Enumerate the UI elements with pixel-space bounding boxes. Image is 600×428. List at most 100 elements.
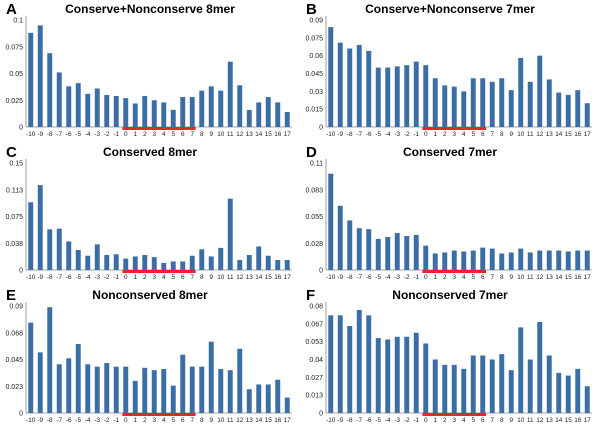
- bar: [575, 90, 581, 127]
- bar: [189, 255, 195, 270]
- bar: [347, 48, 353, 127]
- bar: [275, 379, 281, 413]
- x-tick-label: 13: [546, 131, 554, 138]
- x-tick-label: 17: [284, 417, 292, 424]
- x-tick-label: 6: [481, 131, 485, 138]
- bar: [237, 260, 243, 270]
- y-tick-label: 0.075: [5, 214, 23, 221]
- bar: [75, 344, 81, 413]
- x-tick-label: -3: [94, 131, 100, 138]
- x-tick-label: 12: [536, 274, 544, 281]
- bar: [356, 310, 362, 413]
- bar: [123, 98, 129, 127]
- x-tick-label: 5: [171, 274, 175, 281]
- y-tick-label: 0.15: [9, 161, 23, 168]
- bar: [413, 234, 419, 270]
- x-tick-label: -9: [37, 131, 43, 138]
- x-tick-label: -9: [37, 274, 43, 281]
- x-tick-label: 13: [546, 417, 554, 424]
- x-tick-label: -4: [385, 417, 391, 424]
- x-tick-label: -7: [56, 417, 62, 424]
- x-tick-label: -4: [385, 131, 391, 138]
- x-tick-label: 15: [565, 131, 573, 138]
- bar: [575, 250, 581, 270]
- x-tick-label: 3: [452, 417, 456, 424]
- bar: [161, 262, 167, 270]
- x-tick-label: -9: [337, 417, 343, 424]
- bar: [66, 86, 72, 127]
- bar: [328, 315, 334, 413]
- bar: [508, 370, 514, 413]
- x-tick-label: 3: [452, 274, 456, 281]
- y-tick-label: 0.038: [5, 241, 23, 248]
- x-tick-label: 0: [424, 131, 428, 138]
- bar: [328, 27, 334, 128]
- x-tick-label: 1: [433, 417, 437, 424]
- bar: [151, 370, 157, 413]
- bar: [442, 85, 448, 127]
- x-tick-label: -4: [85, 417, 91, 424]
- y-tick-label: 0.067: [305, 321, 323, 328]
- bar: [132, 103, 138, 127]
- bar: [461, 91, 467, 127]
- x-tick-label: 1: [133, 274, 137, 281]
- x-tick-label: -2: [104, 417, 110, 424]
- bar: [85, 255, 91, 270]
- bar: [480, 247, 486, 270]
- bar: [432, 359, 438, 413]
- chart-title: Nonconserved 7mer: [392, 288, 508, 302]
- bar: [189, 97, 195, 127]
- x-tick-label: 9: [509, 274, 513, 281]
- bar: [508, 90, 514, 127]
- y-tick-label: 0.09: [9, 304, 23, 311]
- bar: [423, 343, 429, 413]
- bar: [328, 173, 334, 270]
- x-tick-label: 4: [162, 131, 166, 138]
- y-tick-label: 0.08: [309, 304, 323, 311]
- bar: [199, 366, 205, 413]
- x-tick-label: 17: [284, 131, 292, 138]
- x-tick-label: 15: [265, 131, 273, 138]
- y-tick-label: 0: [19, 125, 23, 132]
- y-tick-label: 0.113: [6, 187, 23, 194]
- x-tick-label: -8: [347, 131, 353, 138]
- x-tick-label: 4: [162, 417, 166, 424]
- x-tick-label: 13: [246, 274, 254, 281]
- x-tick-label: 2: [443, 131, 447, 138]
- y-tick-label: 0: [19, 268, 23, 275]
- y-tick-label: 0: [319, 268, 323, 275]
- bar: [218, 90, 224, 127]
- bar: [37, 352, 43, 413]
- bar: [413, 332, 419, 413]
- y-tick-label: 0.11: [310, 161, 323, 168]
- y-tick-label: 0.045: [5, 357, 23, 364]
- bar: [556, 250, 562, 270]
- bar: [199, 90, 205, 127]
- x-tick-label: 11: [527, 131, 534, 138]
- bar: [527, 252, 533, 270]
- bar: [113, 95, 119, 127]
- x-tick-label: 9: [209, 131, 213, 138]
- panel-letter: C: [6, 144, 17, 161]
- x-tick-label: 13: [246, 131, 254, 138]
- chart-panel-b: B Conserve+Nonconserve 7mer 0 0.015 0.03 0.…: [300, 0, 600, 142]
- bar: [375, 338, 381, 413]
- x-tick-label: 0: [424, 417, 428, 424]
- bar: [347, 326, 353, 413]
- bar: [575, 368, 581, 413]
- bar: [499, 253, 505, 270]
- bar: [499, 78, 505, 127]
- bar: [394, 66, 400, 127]
- x-tick-label: -3: [94, 417, 100, 424]
- bar: [537, 250, 543, 270]
- x-tick-label: 9: [509, 131, 513, 138]
- x-tick-label: 3: [152, 274, 156, 281]
- bar: [256, 384, 262, 413]
- x-tick-label: -1: [113, 274, 119, 281]
- x-tick-label: -6: [366, 417, 372, 424]
- bar: [28, 202, 34, 270]
- chart-title: Nonconserved 8mer: [92, 288, 208, 302]
- bar: [256, 246, 262, 270]
- bar: [66, 358, 72, 413]
